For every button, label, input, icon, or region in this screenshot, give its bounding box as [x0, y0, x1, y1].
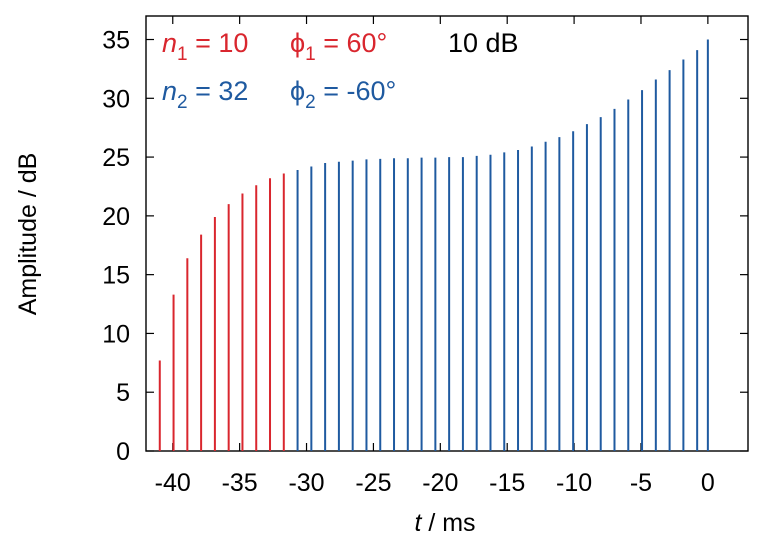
n1-val: = 10 [188, 28, 249, 58]
phi2-val: = -60° [316, 76, 397, 106]
bars [158, 39, 709, 451]
y-tick-label: 35 [102, 27, 130, 55]
y-axis-label: Amplitude / dB [14, 153, 42, 316]
n2-val: = 32 [188, 76, 249, 106]
phi1-val: = 60° [316, 28, 388, 58]
phi1-sub: 1 [305, 44, 316, 65]
y-tick-label: 30 [102, 85, 130, 113]
y-tick-label: 0 [116, 438, 130, 466]
x-tick-label: -40 [155, 469, 191, 497]
n2-sub: 2 [177, 92, 188, 113]
annotation-phi1: ϕ1 = 60° [290, 28, 387, 65]
annotation-n2: n2 = 32 [162, 76, 248, 113]
phi2-sub: 2 [305, 92, 316, 113]
phi1-var: ϕ [290, 28, 305, 58]
x-axis-label: t / ms [414, 509, 475, 537]
x-tick-label: -25 [355, 469, 391, 497]
x-tick-label: -20 [422, 469, 458, 497]
n1-sub: 1 [177, 44, 188, 65]
x-tick-label: -15 [489, 469, 525, 497]
x-tick-label: -5 [630, 469, 652, 497]
y-tick-label: 10 [102, 320, 130, 348]
annotation-phi2: ϕ2 = -60° [290, 76, 396, 113]
y-tick-label: 25 [102, 144, 130, 172]
n1-var: n [162, 28, 177, 58]
y-tick-label: 5 [116, 379, 130, 407]
phi2-var: ϕ [290, 76, 305, 106]
annotation-scale: 10 dB [448, 28, 519, 58]
x-tick-label: 0 [701, 469, 715, 497]
y-tick-label: 15 [102, 262, 130, 290]
x-tick-labels: -40 -35 -30 -25 -20 -15 -10 -5 0 [155, 469, 715, 497]
x-axis-unit: / ms [421, 509, 475, 537]
n2-var: n [162, 76, 177, 106]
x-axis-var: t [414, 509, 422, 537]
annotation-n1: n1 = 10 [162, 28, 248, 65]
x-tick-label: -35 [222, 469, 258, 497]
x-tick-label: -10 [556, 469, 592, 497]
x-tick-label: -30 [288, 469, 324, 497]
plot-frame [145, 15, 749, 452]
y-tick-labels: 0 5 10 15 20 25 30 35 [102, 27, 130, 466]
y-tick-label: 20 [102, 203, 130, 231]
